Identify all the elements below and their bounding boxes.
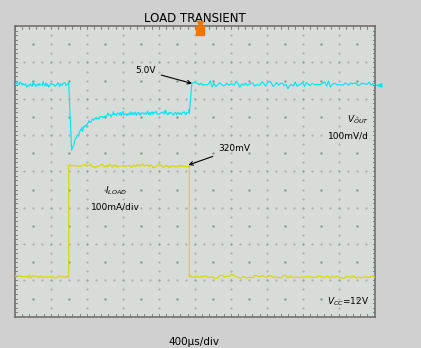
Title: LOAD TRANSIENT: LOAD TRANSIENT xyxy=(144,12,245,25)
Text: ►: ► xyxy=(0,347,1,348)
Text: ◄: ◄ xyxy=(375,79,382,89)
Text: $\mathit{I_{LOAD}}$: $\mathit{I_{LOAD}}$ xyxy=(104,184,127,197)
Text: 5.0V: 5.0V xyxy=(135,66,191,84)
Text: 100mA/div: 100mA/div xyxy=(91,202,140,211)
Text: 320mV: 320mV xyxy=(189,144,250,165)
Text: $\mathit{V_{OUT}}$: $\mathit{V_{OUT}}$ xyxy=(347,113,369,126)
Text: 400μs/div: 400μs/div xyxy=(168,337,219,347)
Bar xyxy=(196,26,205,35)
Text: $\mathit{V_{CC}}$=12V: $\mathit{V_{CC}}$=12V xyxy=(327,295,369,308)
Text: 100mV/d: 100mV/d xyxy=(328,132,369,141)
